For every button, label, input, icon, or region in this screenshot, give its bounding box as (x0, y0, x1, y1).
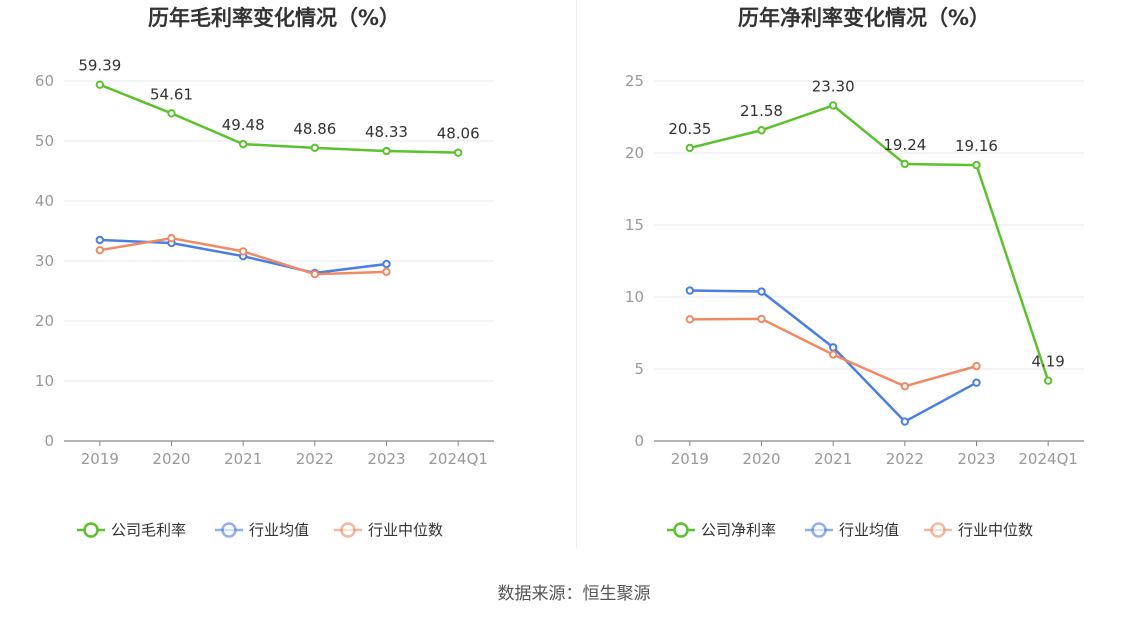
data-label: 54.61 (150, 85, 193, 103)
data-label: 48.33 (365, 123, 408, 141)
series-line-company (99, 83, 459, 154)
x-tick-label: 2021 (814, 450, 852, 468)
legend-label: 行业均值 (249, 521, 309, 539)
data-source-note: 数据来源：恒生聚源 (497, 584, 651, 604)
y-tick-label: 0 (44, 432, 54, 450)
data-label: 48.06 (437, 125, 480, 143)
data-point-median (685, 315, 695, 324)
legend-label: 公司净利率 (701, 521, 776, 539)
data-point-avg (900, 417, 910, 426)
x-tick-label: 2019 (81, 450, 119, 468)
data-label: 19.16 (955, 137, 998, 155)
x-tick-label: 2023 (957, 450, 995, 468)
x-tick-label: 2024Q1 (1018, 450, 1078, 468)
chart-title: 历年净利率变化情况（%） (738, 6, 990, 30)
y-tick-label: 25 (625, 72, 644, 90)
data-point-median (972, 361, 981, 371)
data-point-median (828, 350, 838, 359)
data-label: 48.86 (293, 120, 336, 138)
data-label: 19.24 (883, 136, 926, 154)
x-tick-label: 2021 (224, 450, 262, 468)
data-point-avg (95, 235, 105, 245)
data-point-median (95, 246, 105, 255)
data-point-company (972, 160, 981, 170)
y-tick-label: 50 (35, 132, 54, 150)
y-tick-label: 30 (35, 252, 54, 270)
y-tick-label: 40 (35, 192, 54, 210)
net-margin-chart: 历年净利率变化情况（%） 0 5 10 15 20 25 2019 2020 2021 2022 20… (625, 6, 1084, 539)
series-line-company (689, 104, 1050, 382)
data-point-avg (685, 286, 695, 295)
data-point-company (685, 143, 695, 153)
x-tick-label: 2022 (296, 450, 334, 468)
legend-marker-avg (811, 522, 827, 538)
chart-divider (576, 0, 577, 548)
y-tick-label: 5 (634, 360, 644, 378)
x-tick-label: 2020 (742, 450, 780, 468)
data-point-company (453, 148, 463, 157)
y-tick-label: 60 (35, 72, 54, 90)
data-point-company (757, 126, 766, 135)
y-tick-label: 20 (35, 312, 54, 330)
data-point-median (310, 270, 320, 279)
data-point-company (900, 159, 910, 169)
data-point-avg (828, 343, 838, 352)
y-tick-label: 15 (625, 216, 644, 234)
data-point-company (310, 143, 320, 153)
gross-margin-chart: 历年毛利率变化情况（%） 0 10 20 30 40 50 60 2019 2020 2021 202… (35, 6, 494, 539)
y-tick-label: 20 (625, 144, 644, 162)
legend-marker-company (673, 522, 689, 538)
x-tick-label: 2019 (671, 450, 709, 468)
data-point-avg (382, 259, 391, 269)
legend-marker-median (340, 522, 356, 538)
x-tick-label: 2024Q1 (428, 450, 488, 468)
y-tick-label: 0 (634, 432, 644, 450)
legend-label: 行业均值 (839, 521, 899, 539)
x-tick-label: 2020 (152, 450, 190, 468)
data-point-median (382, 267, 391, 276)
data-label: 4.19 (1031, 353, 1064, 371)
data-label: 59.39 (78, 57, 121, 75)
x-tick-label: 2022 (886, 450, 924, 468)
data-point-median (900, 382, 910, 391)
data-label: 23.30 (812, 77, 855, 95)
y-tick-label: 10 (35, 372, 54, 390)
data-point-company (382, 146, 391, 156)
data-point-company (1043, 376, 1053, 385)
legend-marker-median (930, 522, 946, 538)
data-point-avg (972, 378, 981, 387)
data-label: 21.58 (740, 102, 783, 120)
legend-label: 行业中位数 (958, 521, 1033, 539)
data-label: 49.48 (222, 116, 265, 134)
x-tick-label: 2023 (367, 450, 405, 468)
data-point-company (167, 109, 176, 118)
data-point-median (238, 247, 248, 256)
legend-marker-avg (221, 522, 237, 538)
chart-title: 历年毛利率变化情况（%） (148, 6, 400, 30)
data-point-median (757, 314, 766, 324)
legend-label: 行业中位数 (368, 521, 443, 539)
data-label: 20.35 (668, 120, 711, 138)
data-point-company (828, 101, 838, 110)
data-point-company (238, 139, 248, 149)
data-point-median (167, 234, 176, 243)
data-point-avg (757, 287, 766, 296)
legend-marker-company (83, 522, 99, 538)
data-point-company (95, 80, 105, 89)
legend-label: 公司毛利率 (111, 521, 186, 539)
y-tick-label: 10 (625, 288, 644, 306)
